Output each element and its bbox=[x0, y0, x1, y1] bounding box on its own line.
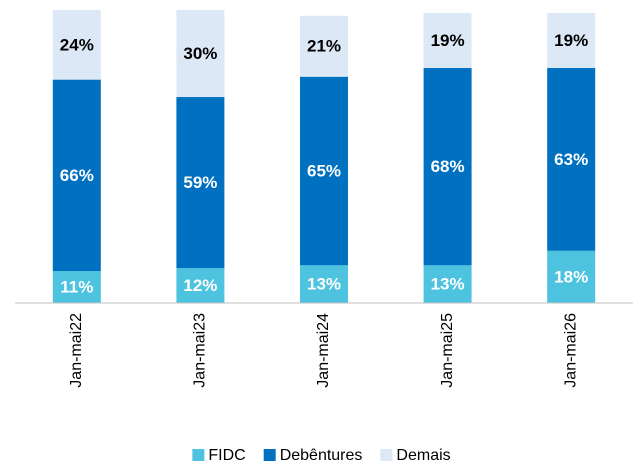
bar-segment bbox=[300, 76, 348, 266]
bar-segment bbox=[423, 12, 472, 69]
bar-segment bbox=[547, 12, 596, 69]
value-label: 18% bbox=[554, 267, 588, 286]
bar-segment bbox=[52, 271, 101, 303]
legend-label: Demais bbox=[396, 447, 450, 464]
x-tick-label: Jan-mai24 bbox=[315, 313, 332, 388]
bar-segment bbox=[547, 250, 596, 303]
value-label: 65% bbox=[307, 161, 341, 180]
bar-segment bbox=[176, 268, 225, 303]
legend-swatch bbox=[380, 449, 393, 461]
legend-swatch bbox=[192, 449, 205, 461]
bar-segment bbox=[547, 68, 596, 251]
bar-segment bbox=[423, 68, 472, 266]
x-tick-label: Jan-mai23 bbox=[192, 313, 209, 388]
legend: FIDC Debêntures Demais bbox=[192, 447, 451, 464]
value-label: 30% bbox=[183, 44, 217, 63]
bar-segment bbox=[52, 10, 101, 80]
value-label: 19% bbox=[554, 31, 588, 50]
bar-segment bbox=[300, 15, 348, 77]
value-label: 13% bbox=[307, 275, 341, 294]
value-label: 21% bbox=[307, 37, 341, 56]
value-label: 63% bbox=[554, 150, 588, 169]
value-label: 19% bbox=[431, 31, 465, 50]
value-label: 13% bbox=[431, 275, 465, 294]
legend-label: Debêntures bbox=[280, 447, 363, 464]
legend-label: FIDC bbox=[208, 447, 245, 464]
x-tick-label: Jan-mai22 bbox=[68, 313, 85, 388]
value-label: 12% bbox=[183, 276, 217, 295]
value-label: 59% bbox=[183, 173, 217, 192]
value-label: 11% bbox=[60, 278, 93, 297]
x-tick-label: Jan-mai25 bbox=[439, 313, 456, 388]
bar-segment bbox=[176, 97, 225, 269]
value-label: 24% bbox=[60, 35, 94, 54]
x-tick-label: Jan-mai26 bbox=[562, 313, 579, 388]
legend-swatch bbox=[263, 449, 276, 461]
value-label: 68% bbox=[431, 157, 465, 176]
value-label: 66% bbox=[60, 166, 94, 185]
bar-segment bbox=[423, 265, 472, 303]
bar-segment bbox=[176, 10, 225, 98]
bar-segment bbox=[300, 265, 348, 303]
bar-segment bbox=[52, 79, 101, 272]
